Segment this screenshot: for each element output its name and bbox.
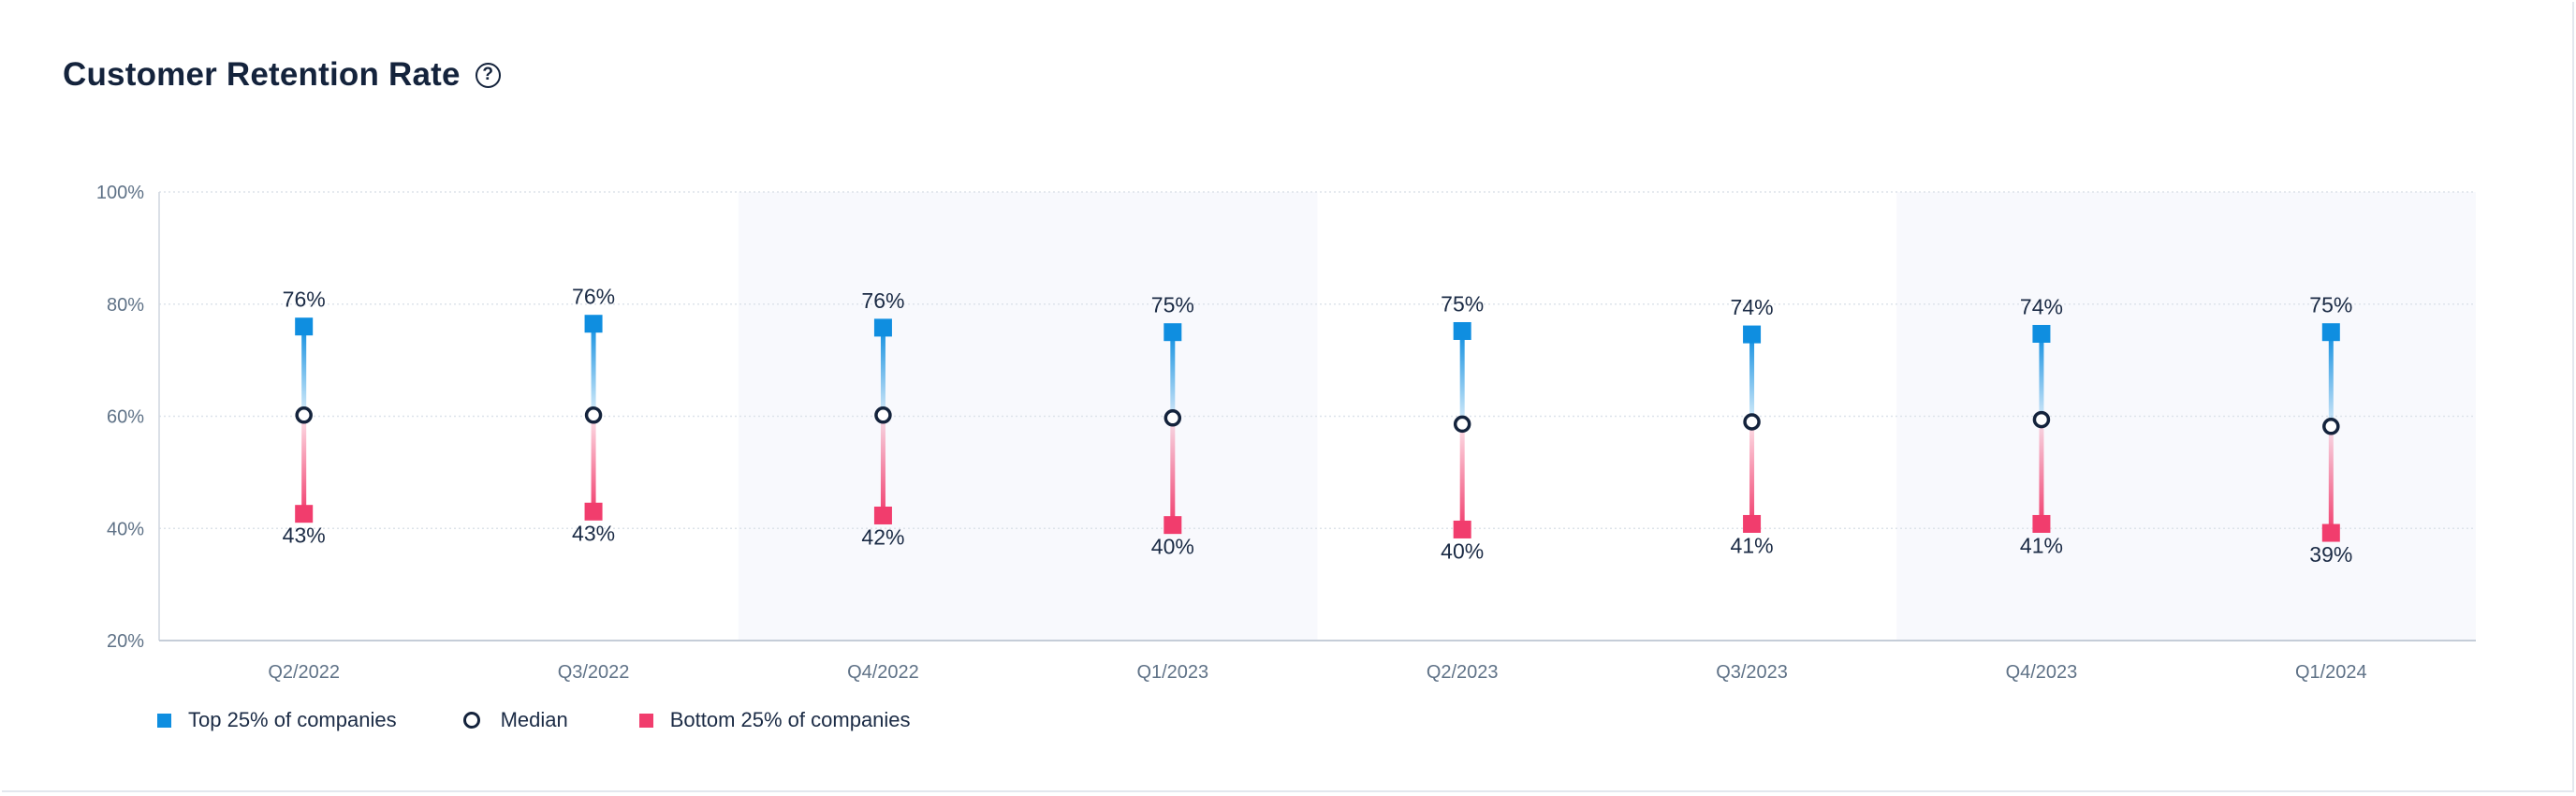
median-point [584,406,603,424]
legend-top-swatch [157,713,171,728]
bottom-data-label: 41% [2020,533,2063,557]
bottom-connector [1749,421,1755,524]
x-tick-label: Q2/2023 [1427,662,1499,683]
top-connector [2328,332,2334,427]
top-quartile-point [873,318,892,337]
median-point [1453,415,1471,434]
bottom-data-label: 39% [2309,542,2352,567]
chart-title: Customer Retention Rate [63,56,461,93]
bottom-quartile-point [1743,514,1762,533]
legend-item-bottom[interactable]: Bottom 25% of companies [638,708,911,732]
median-point [874,406,892,424]
top-quartile-point [2321,323,2340,342]
top-data-label: 75% [1151,293,1194,317]
top-data-label: 76% [283,287,326,312]
x-tick-label: Q3/2022 [558,662,630,683]
top-quartile-point [584,315,603,333]
y-tick-label: 60% [107,407,144,428]
bottom-connector [2328,426,2334,534]
median-point [1164,409,1182,427]
top-data-label: 74% [1731,295,1774,319]
top-data-label: 75% [1441,291,1484,316]
bottom-connector [591,415,596,512]
top-quartile-point [1453,321,1471,340]
bottom-data-label: 40% [1151,535,1194,559]
x-tick-label: Q4/2022 [847,662,919,683]
bottom-quartile-point [1164,516,1182,535]
bottom-data-label: 40% [1441,538,1484,563]
bottom-data-label: 43% [283,523,326,548]
x-tick-label: Q3/2023 [1716,662,1788,683]
top-data-label: 74% [2020,294,2063,318]
median-point [2322,418,2340,435]
y-tick-label: 40% [107,519,144,539]
top-connector [301,326,307,416]
median-point [295,406,313,424]
chart-legend: Top 25% of companies Median Bottom 25% o… [157,708,911,732]
legend-top-label: Top 25% of companies [188,708,397,731]
y-tick-label: 20% [107,631,144,652]
bottom-connector [1459,423,1465,530]
bottom-connector [1170,418,1176,525]
top-connector [1459,331,1465,424]
bottom-connector [880,415,886,516]
top-data-label: 75% [2309,293,2352,317]
top-data-label: 76% [572,285,615,309]
legend-item-median[interactable]: Median [462,708,568,732]
top-quartile-point [1743,325,1762,344]
bottom-quartile-point [1453,520,1471,538]
bottom-quartile-point [295,505,314,523]
bottom-quartile-point [2321,523,2340,542]
top-quartile-point [2032,324,2051,343]
y-tick-label: 100% [96,183,144,203]
x-tick-label: Q1/2023 [1136,662,1208,683]
legend-bottom-swatch [638,713,653,728]
top-data-label: 76% [861,288,904,313]
top-quartile-point [295,317,314,336]
bottom-quartile-point [873,506,892,524]
top-connector [2039,333,2044,420]
bottom-quartile-point [584,502,603,521]
median-point [2032,410,2051,429]
chart-header: Customer Retention Rate ? [63,56,501,94]
median-point [1743,413,1761,431]
top-connector [880,327,886,416]
top-connector [1170,332,1176,419]
top-connector [1749,334,1755,422]
legend-bottom-label: Bottom 25% of companies [669,708,911,731]
top-connector [591,323,596,416]
legend-median-label: Median [500,708,568,731]
top-quartile-point [1164,323,1182,342]
legend-item-top[interactable]: Top 25% of companies [157,708,397,732]
bottom-quartile-point [2032,514,2051,533]
y-tick-label: 80% [107,295,144,316]
bottom-connector [301,415,307,514]
bottom-data-label: 41% [1731,533,1774,557]
bottom-data-label: 42% [861,524,904,549]
legend-median-swatch [462,712,480,729]
x-tick-label: Q2/2022 [268,662,340,683]
x-tick-label: Q1/2024 [2295,662,2367,683]
x-tick-label: Q4/2023 [2006,662,2078,683]
question-circle-icon[interactable]: ? [475,62,501,88]
bottom-connector [2039,420,2044,524]
bottom-data-label: 43% [572,521,615,545]
